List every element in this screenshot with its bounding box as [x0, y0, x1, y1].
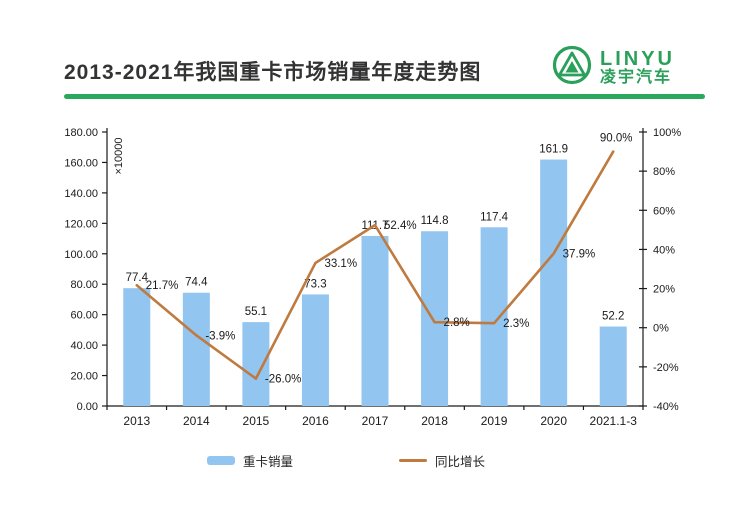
bar-2016 — [301, 294, 329, 406]
right-axis-tick-label: 60% — [653, 205, 675, 217]
x-axis-category-label: 2019 — [481, 414, 508, 428]
chart-legend: 重卡销量 同比增长 — [0, 451, 752, 473]
right-axis-tick-label: 40% — [653, 244, 675, 256]
line-value-label: 33.1% — [324, 258, 357, 270]
bar-legend-swatch — [207, 456, 235, 465]
left-axis-tick-label: 140.00 — [64, 188, 98, 200]
line-value-label: 90.0% — [600, 133, 633, 145]
bar-value-label: 161.9 — [539, 144, 568, 156]
chart-title: 2013-2021年我国重卡市场销量年度走势图 — [64, 61, 482, 84]
bar-2019 — [480, 227, 508, 406]
right-axis-tick-label: 20% — [653, 284, 675, 296]
left-axis-tick-label: 0.00 — [77, 401, 98, 413]
x-axis-category-label: 2017 — [362, 414, 389, 428]
x-axis-category-label: 2013 — [123, 414, 150, 428]
line-value-label: -26.0% — [265, 374, 301, 386]
bar-value-label: 77.4 — [126, 272, 149, 284]
left-axis-tick-label: 100.00 — [64, 249, 98, 261]
bar-value-label: 52.2 — [602, 311, 624, 323]
bar-value-label: 114.8 — [421, 215, 449, 227]
left-axis-tick-label: 160.00 — [64, 157, 98, 169]
title-underline — [64, 94, 705, 99]
line-legend-swatch — [399, 459, 427, 462]
legend-item-growth: 同比增长 — [399, 451, 485, 470]
right-axis-tick-label: -20% — [653, 362, 679, 374]
bar-value-label: 74.4 — [185, 277, 208, 289]
bar-2017 — [361, 235, 389, 406]
left-axis-tick-label: 20.00 — [70, 371, 98, 383]
right-axis-tick-label: -40% — [653, 401, 679, 413]
line-value-label: 21.7% — [146, 280, 179, 292]
bar-value-label: 73.3 — [304, 278, 326, 290]
bar-2021.1-3 — [599, 326, 627, 406]
left-axis-tick-label: 40.00 — [70, 340, 98, 352]
legend-item-sales: 重卡销量 — [207, 451, 293, 470]
line-value-label: 2.3% — [503, 318, 529, 330]
left-axis-tick-label: 60.00 — [70, 310, 98, 322]
logo-brand-cn: 凌宇汽车 — [600, 68, 673, 86]
left-axis-tick-label: 180.00 — [64, 127, 98, 139]
growth-line — [135, 150, 615, 380]
bar-2020 — [540, 159, 568, 406]
bar-2015 — [242, 322, 270, 406]
right-axis-tick-label: 80% — [653, 166, 675, 178]
line-value-label: 37.9% — [563, 249, 596, 261]
brand-logo: LINYU 凌宇汽车 — [551, 44, 675, 91]
line-value-label: -3.9% — [205, 330, 235, 342]
left-axis-unit-label: ×10000 — [113, 137, 125, 174]
bar-value-label: 55.1 — [245, 306, 267, 318]
x-axis-category-label: 2020 — [540, 414, 567, 428]
left-axis-tick-label: 120.00 — [64, 218, 98, 230]
x-axis-category-label: 2018 — [421, 414, 448, 428]
x-axis-category-label: 2014 — [183, 414, 210, 428]
right-axis-tick-label: 0% — [653, 323, 669, 335]
x-axis-category-label: 2021.1-3 — [590, 414, 638, 428]
legend-label-sales: 重卡销量 — [243, 455, 294, 469]
logo-brand-en: LINYU — [600, 48, 675, 71]
x-axis-category-label: 2016 — [302, 414, 329, 428]
bar-2018 — [421, 231, 449, 406]
line-value-label: 2.8% — [444, 317, 470, 329]
x-axis-category-label: 2015 — [243, 414, 270, 428]
bar-value-label: 117.4 — [480, 211, 509, 223]
left-axis-tick-label: 80.00 — [70, 279, 98, 291]
legend-label-growth: 同比增长 — [435, 455, 486, 469]
right-axis-tick-label: 100% — [653, 127, 681, 139]
bar-2014 — [182, 292, 210, 406]
line-value-label: 52.4% — [384, 220, 417, 232]
bar-2013 — [123, 288, 151, 406]
linyu-logo-icon — [551, 44, 593, 91]
